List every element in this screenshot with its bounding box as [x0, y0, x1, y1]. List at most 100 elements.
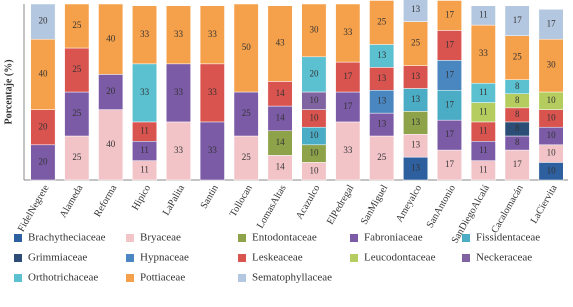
data-label: 13	[377, 50, 387, 60]
legend-marker	[238, 274, 246, 282]
data-label: 13	[411, 71, 421, 81]
data-label: 8	[515, 137, 520, 147]
data-label: 11	[140, 145, 149, 155]
data-label: 25	[377, 17, 387, 27]
bar-segment	[233, 135, 259, 181]
x-tick-label: Alameda	[58, 183, 86, 220]
data-label: 8	[515, 81, 520, 91]
legend-label: Fissidentaceae	[476, 232, 540, 244]
bar-segment	[369, 0, 395, 45]
legend-marker	[126, 274, 134, 282]
data-label: 10	[547, 112, 557, 122]
data-label: 14	[276, 112, 286, 122]
bar-segment	[30, 144, 56, 181]
legend-label: Hypnaceae	[140, 252, 189, 264]
bar-segment	[470, 5, 496, 26]
data-label: 40	[106, 33, 116, 43]
bar-segment	[30, 38, 56, 110]
legend-marker	[238, 234, 246, 242]
data-label: 33	[140, 87, 150, 97]
data-label: 8	[515, 109, 520, 119]
data-label: 17	[445, 99, 455, 109]
x-tick-label: Cacalomacán	[489, 183, 525, 235]
data-label: 13	[377, 73, 387, 83]
data-label: 10	[309, 112, 319, 122]
data-label: 25	[242, 152, 252, 162]
data-label: 17	[445, 129, 455, 139]
bar-segment	[64, 47, 90, 93]
legend-label: Leskeaceae	[252, 252, 303, 264]
data-label: 10	[547, 95, 557, 105]
bar-segment	[64, 135, 90, 181]
data-label: 33	[343, 145, 353, 155]
data-label: 30	[547, 60, 557, 70]
legend-marker	[14, 234, 22, 242]
data-label: 8	[515, 123, 520, 133]
bar-segment	[335, 61, 361, 93]
data-label: 33	[174, 29, 184, 39]
bar-segment	[504, 35, 530, 80]
data-label: 10	[547, 148, 557, 158]
legend-marker	[462, 254, 470, 262]
data-label: 40	[38, 68, 48, 78]
x-tick-label: Ameyalco	[394, 183, 424, 224]
bar-segment	[64, 91, 90, 137]
legend-marker	[238, 254, 246, 262]
bar-segment	[436, 149, 462, 181]
data-label: 33	[174, 87, 184, 97]
data-label: 30	[309, 24, 319, 34]
legend-label: Orthotrichaceae	[28, 272, 98, 284]
legend-marker	[350, 234, 358, 242]
bar-segment	[301, 56, 327, 93]
data-label: 25	[72, 152, 82, 162]
bar-segment	[538, 38, 564, 93]
data-label: 25	[72, 64, 82, 74]
bar-segment	[403, 0, 429, 22]
data-label: 40	[106, 139, 116, 149]
bar-segment	[504, 149, 530, 181]
bar-segment	[335, 121, 361, 181]
legend-label: Grimmiaceae	[28, 252, 87, 264]
data-label: 13	[411, 140, 421, 150]
x-tick-label: Tollocan	[228, 183, 255, 219]
legend-marker	[126, 254, 134, 262]
x-tick-label: LaCiervita	[529, 183, 560, 226]
data-label: 17	[343, 71, 353, 81]
bar-segment	[335, 3, 361, 63]
bar-segment	[98, 109, 124, 181]
data-label: 13	[411, 4, 421, 14]
data-label: 20	[309, 68, 319, 78]
x-tick-label: Reforma	[92, 183, 119, 219]
y-axis-label: Porcentaje (%)	[3, 59, 14, 124]
bar-segment	[199, 5, 225, 65]
data-label: 33	[140, 29, 150, 39]
data-label: 13	[377, 96, 387, 106]
data-label: 11	[140, 164, 149, 174]
legend-label: Sematophyllaceae	[252, 272, 332, 284]
x-tick-label: ElPedregal	[325, 183, 357, 227]
bar-segment	[538, 9, 564, 40]
x-tick-label: LaPalita	[161, 183, 187, 218]
bar-segment	[301, 3, 327, 58]
data-label: 50	[242, 42, 252, 52]
data-label: 13	[411, 163, 421, 173]
data-label: 13	[377, 119, 387, 129]
data-label: 10	[309, 95, 319, 105]
bar-segment	[436, 89, 462, 121]
legend-label: Entodontaceae	[252, 232, 317, 244]
bar-segment	[98, 3, 124, 75]
data-label: 11	[479, 10, 488, 20]
bar-segment	[199, 63, 225, 123]
data-label: 25	[377, 152, 387, 162]
bar-segment	[470, 24, 496, 84]
data-label: 33	[479, 48, 489, 58]
legend-label: Leucodontaceae	[364, 252, 436, 264]
x-tick-label: Santin	[199, 183, 221, 211]
data-label: 17	[445, 69, 455, 79]
legend-label: Pottiaceae	[140, 272, 185, 284]
legend-label: Bryaceae	[140, 232, 181, 244]
bar-segment	[267, 155, 293, 181]
data-label: 43	[276, 38, 286, 48]
bar-segment	[132, 63, 158, 123]
data-label: 8	[515, 95, 520, 105]
